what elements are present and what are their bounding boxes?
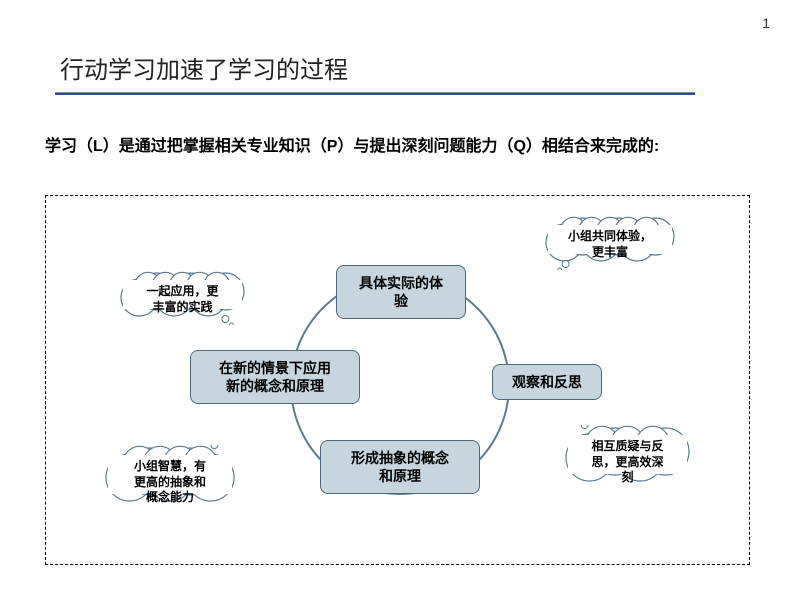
thought-cloud-c-bot-right: 相互质疑与反思，更高效深刻	[560, 425, 695, 490]
cycle-node-bottom: 形成抽象的概念和原理	[320, 440, 480, 494]
title-underline	[55, 92, 695, 95]
cycle-node-left: 在新的情景下应用新的概念和原理	[190, 350, 360, 404]
thought-cloud-c-bot-left: 小组智慧，有更高的抽象和概念能力	[100, 445, 240, 510]
cycle-node-right: 观察和反思	[492, 364, 602, 400]
page-number: 1	[762, 15, 770, 31]
cycle-node-top: 具体实际的体验	[336, 265, 466, 319]
thought-cloud-c-top-left: 一起应用，更丰富的实践	[115, 270, 250, 325]
subtitle: 学习（L）是通过把掌握相关专业知识（P）与提出深刻问题能力（Q）相结合来完成的:	[45, 135, 725, 159]
page-title: 行动学习加速了学习的过程	[60, 50, 348, 85]
thought-cloud-c-top-right: 小组共同体验，更丰富	[540, 215, 680, 270]
